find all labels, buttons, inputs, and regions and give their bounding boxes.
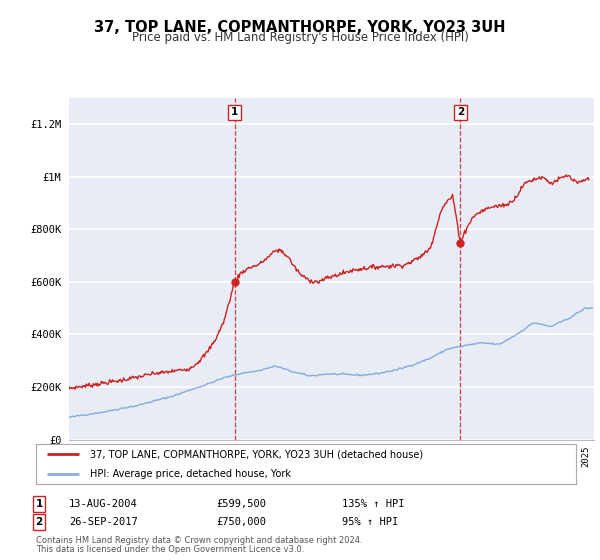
Text: 37, TOP LANE, COPMANTHORPE, YORK, YO23 3UH (detached house): 37, TOP LANE, COPMANTHORPE, YORK, YO23 3…: [90, 449, 423, 459]
Text: 37, TOP LANE, COPMANTHORPE, YORK, YO23 3UH: 37, TOP LANE, COPMANTHORPE, YORK, YO23 3…: [94, 20, 506, 35]
Text: 95% ↑ HPI: 95% ↑ HPI: [342, 517, 398, 527]
Text: 1: 1: [231, 108, 238, 118]
Text: 2: 2: [35, 517, 43, 527]
Text: 2: 2: [457, 108, 464, 118]
Text: 26-SEP-2017: 26-SEP-2017: [69, 517, 138, 527]
Text: £599,500: £599,500: [216, 499, 266, 509]
Text: 13-AUG-2004: 13-AUG-2004: [69, 499, 138, 509]
Text: This data is licensed under the Open Government Licence v3.0.: This data is licensed under the Open Gov…: [36, 545, 304, 554]
Text: 1: 1: [35, 499, 43, 509]
Text: £750,000: £750,000: [216, 517, 266, 527]
Text: HPI: Average price, detached house, York: HPI: Average price, detached house, York: [90, 469, 291, 479]
Text: Contains HM Land Registry data © Crown copyright and database right 2024.: Contains HM Land Registry data © Crown c…: [36, 536, 362, 545]
Text: 135% ↑ HPI: 135% ↑ HPI: [342, 499, 404, 509]
Text: Price paid vs. HM Land Registry's House Price Index (HPI): Price paid vs. HM Land Registry's House …: [131, 31, 469, 44]
